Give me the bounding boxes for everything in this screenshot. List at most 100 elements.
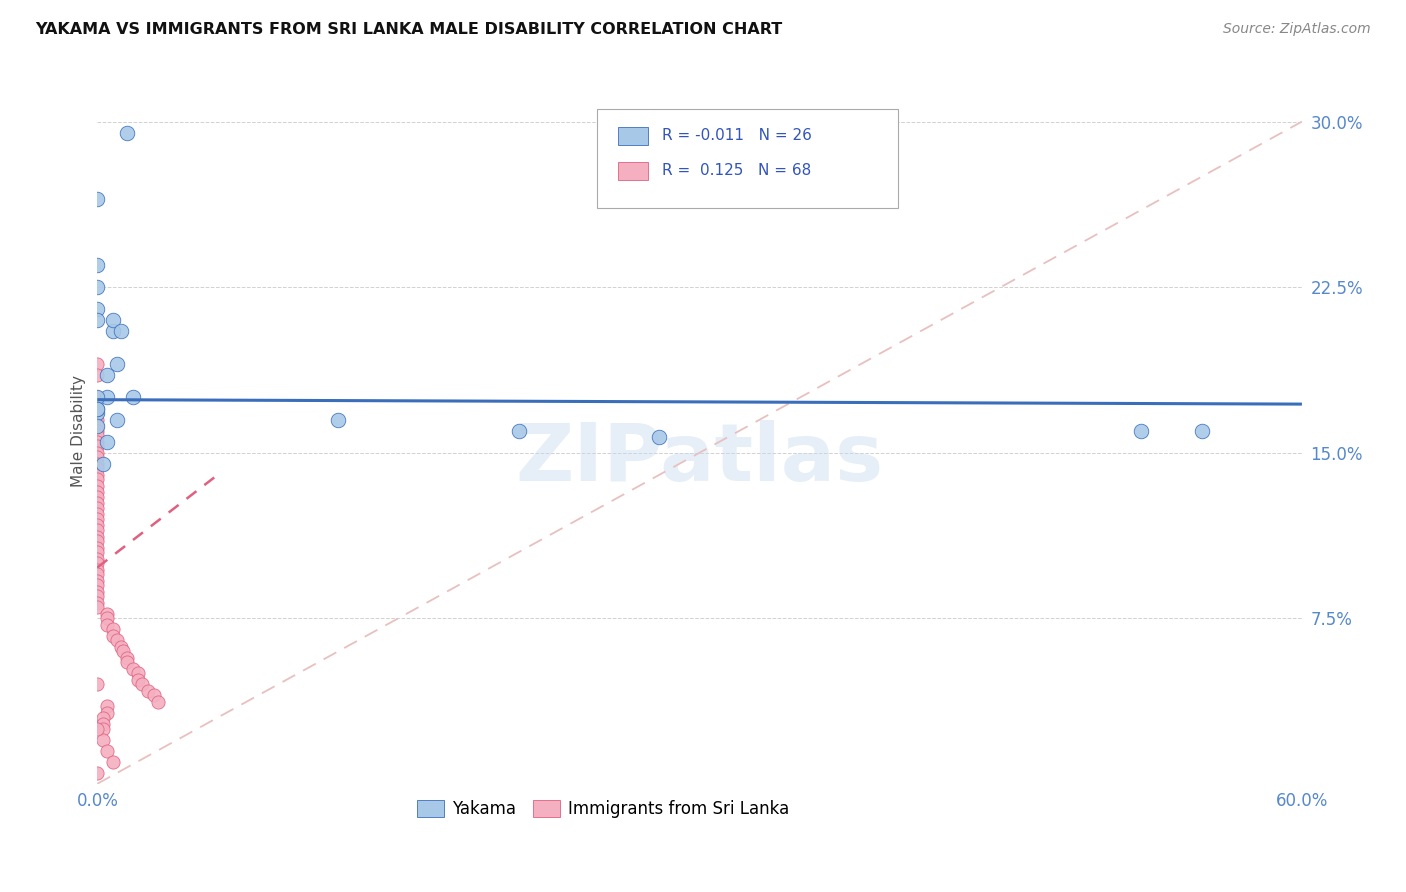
- Point: [96, 391, 118, 405]
- Point: [86, 722, 108, 736]
- Point: [86, 541, 108, 555]
- Point: [103, 622, 125, 636]
- Point: [86, 445, 108, 459]
- Point: [146, 695, 169, 709]
- FancyBboxPatch shape: [617, 162, 648, 180]
- Point: [86, 406, 108, 420]
- Text: ZIPatlas: ZIPatlas: [516, 420, 884, 498]
- Point: [103, 324, 125, 338]
- Point: [86, 584, 108, 599]
- Point: [1191, 424, 1213, 438]
- Point: [96, 706, 118, 720]
- Point: [112, 644, 135, 658]
- Point: [86, 529, 108, 543]
- Point: [93, 710, 115, 724]
- Point: [110, 324, 132, 338]
- Point: [86, 523, 108, 537]
- Point: [86, 258, 108, 272]
- Point: [86, 574, 108, 588]
- Point: [96, 607, 118, 621]
- Point: [86, 479, 108, 493]
- Point: [107, 412, 129, 426]
- Point: [93, 717, 115, 731]
- Point: [86, 419, 108, 434]
- Point: [110, 640, 132, 654]
- Point: [86, 496, 108, 510]
- Point: [86, 467, 108, 482]
- Text: Source: ZipAtlas.com: Source: ZipAtlas.com: [1223, 22, 1371, 37]
- Point: [86, 508, 108, 522]
- Point: [86, 391, 108, 405]
- FancyBboxPatch shape: [617, 127, 648, 145]
- Point: [86, 472, 108, 486]
- Point: [86, 578, 108, 592]
- Text: YAKAMA VS IMMIGRANTS FROM SRI LANKA MALE DISABILITY CORRELATION CHART: YAKAMA VS IMMIGRANTS FROM SRI LANKA MALE…: [35, 22, 782, 37]
- Point: [103, 313, 125, 327]
- Point: [86, 551, 108, 566]
- Point: [86, 424, 108, 438]
- Point: [86, 401, 108, 416]
- Point: [96, 611, 118, 625]
- Point: [86, 563, 108, 577]
- Point: [86, 500, 108, 515]
- Point: [117, 126, 139, 140]
- Point: [96, 434, 118, 449]
- Point: [107, 633, 129, 648]
- Point: [103, 755, 125, 769]
- Y-axis label: Male Disability: Male Disability: [72, 375, 86, 487]
- Point: [93, 457, 115, 471]
- Point: [86, 450, 108, 464]
- Point: [86, 589, 108, 603]
- Point: [122, 662, 145, 676]
- Point: [86, 434, 108, 449]
- Point: [86, 600, 108, 615]
- Point: [86, 357, 108, 371]
- Point: [86, 280, 108, 294]
- Point: [86, 439, 108, 453]
- Point: [96, 699, 118, 714]
- Point: [142, 689, 165, 703]
- Legend: Yakama, Immigrants from Sri Lanka: Yakama, Immigrants from Sri Lanka: [411, 793, 796, 825]
- Point: [86, 485, 108, 500]
- Point: [117, 656, 139, 670]
- Text: R = -0.011   N = 26: R = -0.011 N = 26: [662, 128, 813, 143]
- Point: [86, 518, 108, 533]
- Point: [96, 617, 118, 632]
- Point: [508, 424, 530, 438]
- Point: [86, 313, 108, 327]
- Point: [86, 545, 108, 559]
- Point: [86, 406, 108, 420]
- Point: [127, 666, 149, 681]
- Point: [86, 412, 108, 426]
- Point: [86, 401, 108, 416]
- Point: [328, 412, 350, 426]
- Point: [131, 677, 153, 691]
- Point: [107, 357, 129, 371]
- Point: [93, 732, 115, 747]
- Point: [86, 302, 108, 317]
- Point: [96, 744, 118, 758]
- Point: [86, 596, 108, 610]
- Point: [86, 533, 108, 548]
- Point: [127, 673, 149, 687]
- Point: [122, 391, 145, 405]
- Point: [86, 457, 108, 471]
- Point: [86, 368, 108, 383]
- Point: [86, 461, 108, 475]
- Point: [86, 391, 108, 405]
- FancyBboxPatch shape: [598, 109, 898, 208]
- Text: R =  0.125   N = 68: R = 0.125 N = 68: [662, 163, 811, 178]
- Point: [96, 368, 118, 383]
- Point: [86, 512, 108, 526]
- Point: [86, 556, 108, 570]
- Point: [117, 651, 139, 665]
- Point: [1130, 424, 1153, 438]
- Point: [136, 684, 159, 698]
- Point: [648, 430, 671, 444]
- Point: [86, 428, 108, 442]
- Point: [86, 567, 108, 582]
- Point: [103, 629, 125, 643]
- Point: [86, 192, 108, 206]
- Point: [93, 722, 115, 736]
- Point: [86, 677, 108, 691]
